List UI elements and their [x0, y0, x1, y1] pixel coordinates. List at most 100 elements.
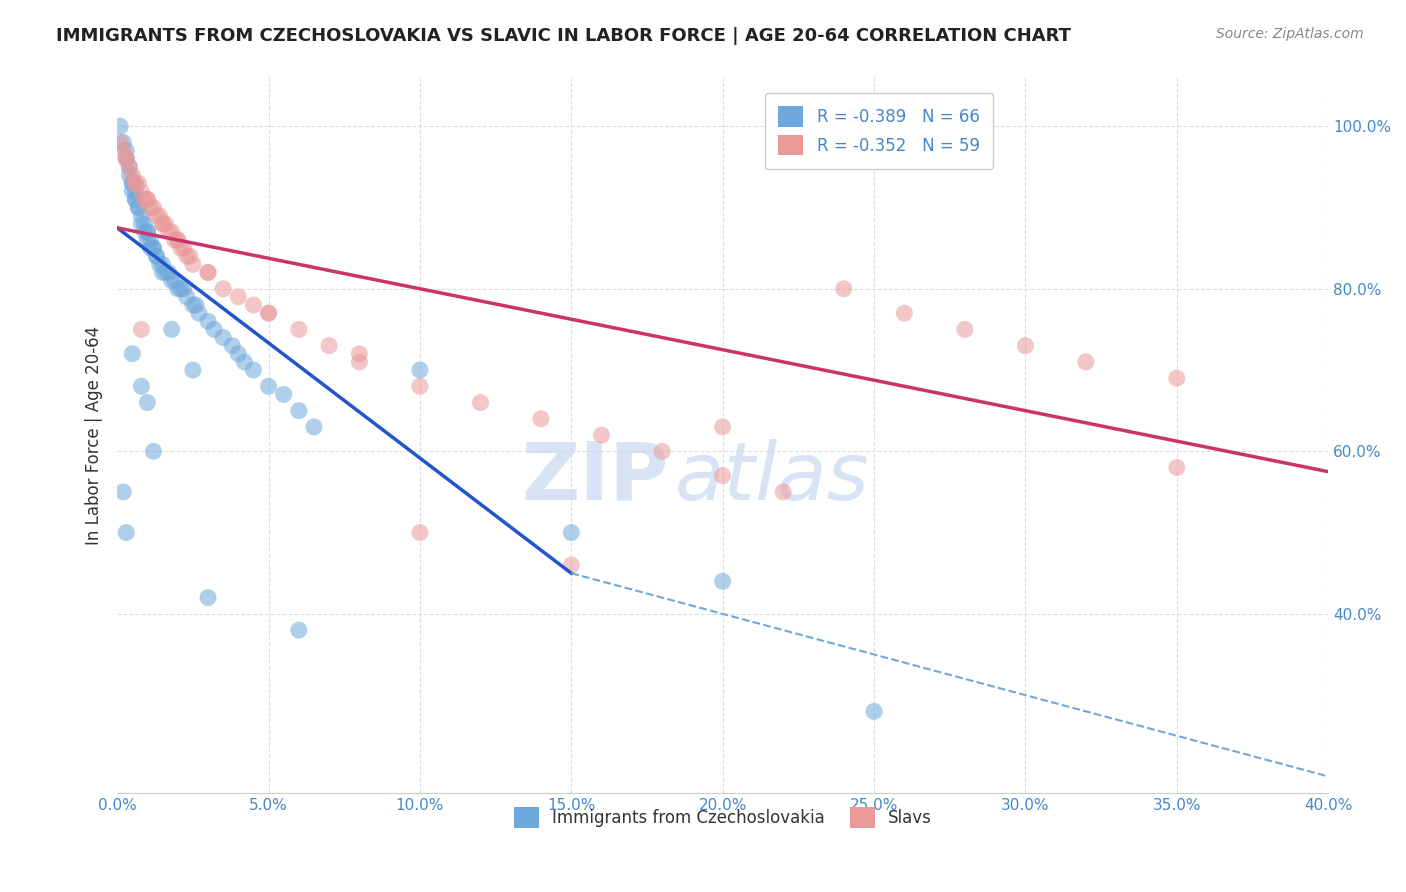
Point	[112, 136, 135, 150]
Point	[160, 322, 183, 336]
Point	[136, 192, 159, 206]
Point	[136, 225, 159, 239]
Point	[115, 152, 138, 166]
Text: Source: ZipAtlas.com: Source: ZipAtlas.com	[1216, 27, 1364, 41]
Point	[163, 233, 186, 247]
Point	[181, 257, 204, 271]
Point	[212, 282, 235, 296]
Point	[118, 168, 141, 182]
Text: ZIP: ZIP	[520, 439, 668, 517]
Point	[121, 184, 143, 198]
Point	[302, 420, 325, 434]
Point	[121, 176, 143, 190]
Point	[221, 338, 243, 352]
Point	[832, 282, 855, 296]
Point	[181, 363, 204, 377]
Point	[409, 363, 432, 377]
Point	[131, 322, 153, 336]
Point	[257, 306, 280, 320]
Point	[318, 338, 340, 352]
Point	[772, 485, 794, 500]
Point	[202, 322, 225, 336]
Text: atlas: atlas	[675, 439, 869, 517]
Point	[1014, 338, 1036, 352]
Point	[181, 298, 204, 312]
Point	[134, 217, 156, 231]
Point	[136, 395, 159, 409]
Point	[112, 485, 135, 500]
Point	[288, 322, 311, 336]
Point	[148, 257, 170, 271]
Point	[121, 347, 143, 361]
Point	[136, 233, 159, 247]
Point	[127, 176, 149, 190]
Point	[148, 209, 170, 223]
Point	[124, 192, 146, 206]
Point	[233, 355, 256, 369]
Point	[121, 176, 143, 190]
Point	[226, 290, 249, 304]
Point	[166, 282, 188, 296]
Point	[124, 192, 146, 206]
Point	[157, 225, 180, 239]
Point	[470, 395, 492, 409]
Point	[1166, 371, 1188, 385]
Point	[127, 201, 149, 215]
Point	[257, 379, 280, 393]
Point	[197, 265, 219, 279]
Point	[115, 144, 138, 158]
Point	[136, 192, 159, 206]
Point	[187, 306, 209, 320]
Point	[273, 387, 295, 401]
Point	[166, 233, 188, 247]
Point	[349, 355, 371, 369]
Point	[124, 184, 146, 198]
Point	[349, 347, 371, 361]
Point	[170, 241, 193, 255]
Point	[152, 257, 174, 271]
Text: IMMIGRANTS FROM CZECHOSLOVAKIA VS SLAVIC IN LABOR FORCE | AGE 20-64 CORRELATION : IMMIGRANTS FROM CZECHOSLOVAKIA VS SLAVIC…	[56, 27, 1071, 45]
Point	[409, 379, 432, 393]
Point	[166, 233, 188, 247]
Point	[242, 363, 264, 377]
Point	[242, 298, 264, 312]
Point	[142, 444, 165, 458]
Point	[197, 314, 219, 328]
Point	[711, 420, 734, 434]
Point	[134, 192, 156, 206]
Point	[173, 241, 195, 255]
Point	[131, 209, 153, 223]
Point	[651, 444, 673, 458]
Point	[176, 290, 198, 304]
Point	[124, 176, 146, 190]
Point	[184, 298, 207, 312]
Point	[197, 591, 219, 605]
Point	[118, 160, 141, 174]
Point	[145, 209, 167, 223]
Point	[711, 574, 734, 589]
Point	[110, 119, 132, 133]
Point	[160, 225, 183, 239]
Point	[288, 403, 311, 417]
Point	[115, 152, 138, 166]
Point	[170, 282, 193, 296]
Point	[145, 249, 167, 263]
Point	[711, 468, 734, 483]
Point	[560, 525, 582, 540]
Point	[176, 249, 198, 263]
Point	[226, 347, 249, 361]
Point	[1166, 460, 1188, 475]
Point	[142, 241, 165, 255]
Point	[893, 306, 915, 320]
Point	[409, 525, 432, 540]
Point	[197, 265, 219, 279]
Legend: Immigrants from Czechoslovakia, Slavs: Immigrants from Czechoslovakia, Slavs	[506, 801, 938, 834]
Point	[530, 411, 553, 425]
Point	[142, 201, 165, 215]
Point	[1074, 355, 1097, 369]
Point	[152, 265, 174, 279]
Point	[131, 184, 153, 198]
Point	[157, 265, 180, 279]
Y-axis label: In Labor Force | Age 20-64: In Labor Force | Age 20-64	[86, 326, 103, 545]
Point	[591, 428, 613, 442]
